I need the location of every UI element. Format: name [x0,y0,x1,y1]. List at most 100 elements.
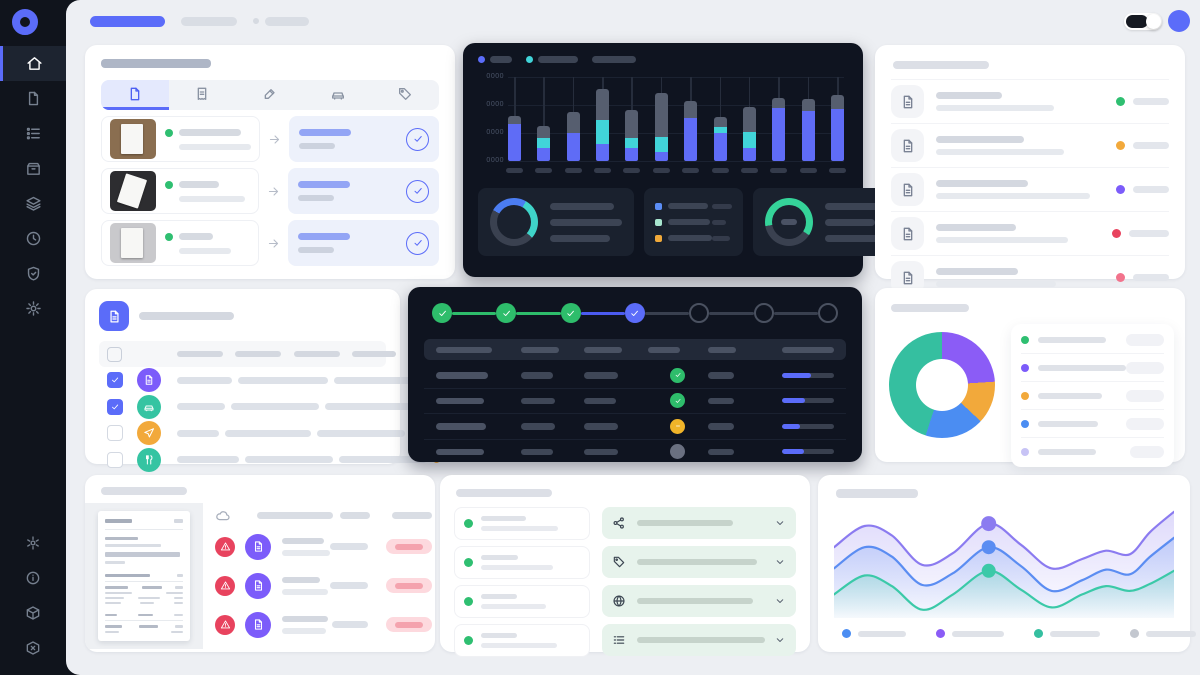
row-checkbox[interactable] [107,451,123,468]
skeleton-line [781,219,797,225]
bar-column[interactable] [713,77,727,161]
bar-column[interactable] [625,77,639,161]
step-5-pending[interactable] [689,303,710,323]
bar-column[interactable] [508,77,521,161]
alert-row[interactable] [215,566,432,605]
check-item[interactable] [454,624,590,657]
topbar-tab-3[interactable] [253,16,309,26]
topbar-tab-2[interactable] [181,16,237,26]
status-dot [1021,419,1029,428]
app-logo[interactable] [12,9,38,35]
table-row[interactable] [99,367,437,394]
doc-result-box[interactable] [288,220,439,266]
sidebar-item-package[interactable] [0,595,66,630]
bar-column[interactable] [566,77,580,161]
step-6-pending[interactable] [753,303,774,323]
doc-source-box[interactable] [101,220,260,266]
pipeline-row[interactable] [424,438,846,465]
step-connector [452,311,497,315]
tab-tag[interactable] [371,80,439,110]
file-row[interactable] [891,211,1169,255]
sidebar-item-shield[interactable] [0,256,66,291]
accordion-list-check[interactable] [602,624,796,656]
step-2-done[interactable] [496,303,517,323]
skeleton-line [936,136,1024,143]
step-4-current[interactable] [624,303,645,323]
result-check [406,179,429,203]
row-status-check [670,393,686,409]
stacked-bar [772,98,786,161]
file-row[interactable] [891,123,1169,167]
check-item[interactable] [454,546,590,579]
pipeline-row[interactable] [424,413,846,439]
tab-signature[interactable] [236,80,304,110]
doc-source-box[interactable] [101,168,260,214]
row-checkbox[interactable] [107,425,123,442]
accordion-share[interactable] [602,507,796,539]
check-item[interactable] [454,507,590,540]
tab-document[interactable] [101,80,169,110]
sidebar-item-layers[interactable] [0,186,66,221]
sidebar-item-tray[interactable] [0,151,66,186]
bar-column[interactable] [742,77,756,161]
legend-row[interactable] [1021,409,1164,437]
tab-receipt[interactable] [169,80,237,110]
file-row[interactable] [891,79,1169,123]
step-1-done[interactable] [432,303,452,323]
legend-row[interactable] [1021,381,1164,409]
legend-row[interactable] [1021,326,1164,353]
step-7-pending[interactable] [817,303,838,323]
sidebar-item-flower-gear[interactable] [0,525,66,560]
sidebar-item-clock[interactable] [0,221,66,256]
bar-column[interactable] [596,77,610,161]
main-area: 0000 0000 0000 0000 [66,0,1200,675]
categories-donut-card [875,288,1185,467]
doc-source-box[interactable] [101,116,260,162]
accordion-list [602,507,796,663]
bar-column[interactable] [537,77,551,161]
check-item[interactable] [454,585,590,618]
check-icon [629,308,640,319]
topbar-tab-1[interactable] [90,15,165,27]
user-avatar[interactable] [1168,10,1190,32]
sidebar-item-gear[interactable] [0,291,66,326]
row-checkbox[interactable] [107,372,123,389]
sidebar-item-home[interactable] [0,46,66,81]
legend-row[interactable] [1021,353,1164,381]
donut-hole [772,205,806,239]
skeleton-line [707,372,734,379]
bar-segment-gray [742,107,756,132]
bar-column[interactable] [684,77,698,161]
sidebar-item-document[interactable] [0,81,66,116]
alert-row[interactable] [215,527,432,566]
pipeline-row[interactable] [424,363,846,388]
legend-row[interactable] [1021,437,1164,465]
doc-result-box[interactable] [289,116,439,162]
bar-column[interactable] [654,77,668,161]
bar-column[interactable] [831,77,844,161]
donut-legend [1011,324,1174,467]
signature-icon [262,86,278,102]
document-preview[interactable] [98,511,190,641]
step-3-done[interactable] [560,303,581,323]
skeleton-line [179,195,245,202]
bar-segment-teal [713,127,727,134]
doc-result-box[interactable] [288,168,439,214]
theme-toggle[interactable] [1124,13,1162,30]
pipeline-row[interactable] [424,387,846,414]
file-row[interactable] [891,167,1169,211]
tab-travel[interactable] [304,80,372,110]
table-row[interactable] [99,447,440,474]
bar-column[interactable] [801,77,815,161]
accordion-tag[interactable] [602,546,796,578]
alert-row[interactable] [215,605,432,644]
header-select-box[interactable] [107,346,122,362]
sidebar-item-info[interactable] [0,560,66,595]
table-row[interactable] [99,420,418,447]
table-row[interactable] [99,394,428,421]
bar-column[interactable] [772,77,786,161]
sidebar-item-list[interactable] [0,116,66,151]
sidebar-item-package-x[interactable] [0,630,66,665]
accordion-globe[interactable] [602,585,796,617]
row-checkbox[interactable] [107,398,123,415]
